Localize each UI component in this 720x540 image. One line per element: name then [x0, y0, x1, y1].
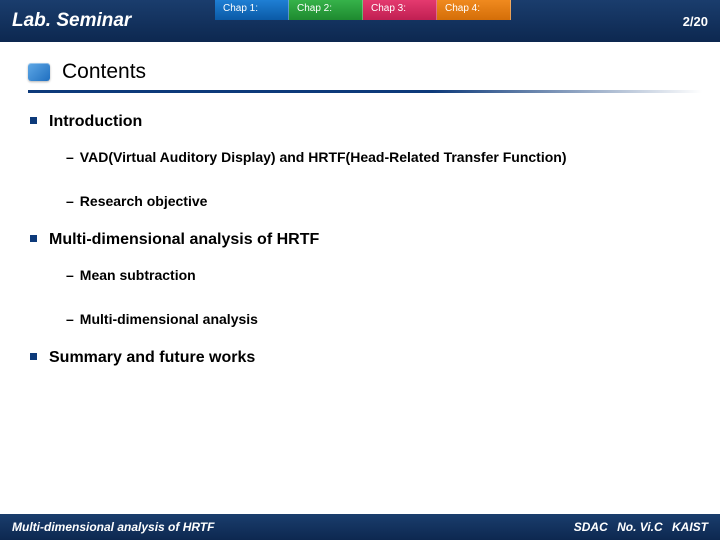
dash-icon: – [66, 193, 74, 209]
section-title: Multi-dimensional analysis of HRTF [30, 231, 690, 249]
contents-heading-row: Contents [28, 60, 720, 84]
subitem-text: Multi-dimensional analysis [80, 311, 258, 327]
chap-tab-2: Chap 2: [289, 0, 363, 20]
footer-right: SDAC No. Vi.C KAIST [574, 520, 708, 534]
footer-novic: No. Vi.C [617, 520, 663, 534]
subitem: –VAD(Virtual Auditory Display) and HRTF(… [66, 143, 690, 171]
subitem: –Multi-dimensional analysis [66, 305, 690, 333]
dash-icon: – [66, 149, 74, 165]
contents-badge-icon [28, 63, 50, 81]
subitem-text: VAD(Virtual Auditory Display) and HRTF(H… [80, 149, 567, 165]
subitem-text: Mean subtraction [80, 267, 196, 283]
section-title-text: Multi-dimensional analysis of HRTF [49, 231, 319, 248]
chapter-tabs: Chap 1: Chap 2: Chap 3: Chap 4: 2/20 [215, 0, 720, 42]
section-introduction: Introduction –VAD(Virtual Auditory Displ… [30, 113, 690, 215]
dash-icon: – [66, 267, 74, 283]
page-counter: 2/20 [683, 14, 708, 29]
section-multidim: Multi-dimensional analysis of HRTF –Mean… [30, 231, 690, 333]
subitem: –Research objective [66, 187, 690, 215]
section-title-text: Introduction [49, 113, 142, 130]
footer-kaist: KAIST [672, 520, 708, 534]
chap-tab-3: Chap 3: [363, 0, 437, 20]
content-body: Introduction –VAD(Virtual Auditory Displ… [0, 93, 720, 367]
footer-sdac: SDAC [574, 520, 608, 534]
slide-footer: Multi-dimensional analysis of HRTF SDAC … [0, 514, 720, 540]
section-title-text: Summary and future works [49, 349, 255, 366]
subitem-text: Research objective [80, 193, 208, 209]
subitem: –Mean subtraction [66, 261, 690, 289]
chap-tab-4: Chap 4: [437, 0, 511, 20]
footer-left-text: Multi-dimensional analysis of HRTF [12, 520, 214, 534]
contents-heading: Contents [62, 60, 146, 84]
section-title: Summary and future works [30, 349, 690, 367]
chap-tab-1: Chap 1: [215, 0, 289, 20]
bullet-square-icon [30, 117, 37, 124]
presentation-title: Lab. Seminar [0, 0, 215, 42]
bullet-square-icon [30, 235, 37, 242]
bullet-square-icon [30, 353, 37, 360]
slide-header: Lab. Seminar Chap 1: Chap 2: Chap 3: Cha… [0, 0, 720, 42]
dash-icon: – [66, 311, 74, 327]
section-summary: Summary and future works [30, 349, 690, 367]
section-title: Introduction [30, 113, 690, 131]
